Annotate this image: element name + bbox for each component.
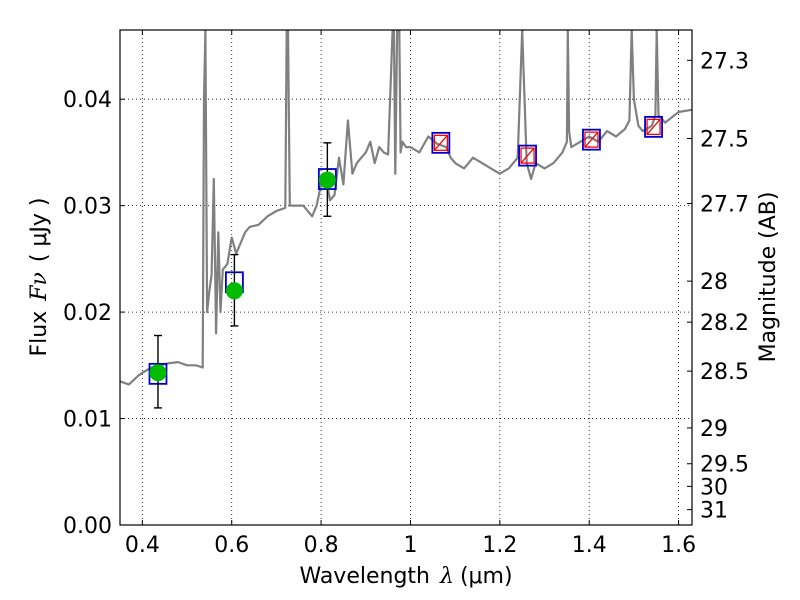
observed-photometry-point — [225, 282, 243, 300]
y-axis-label-symbol: Fν — [27, 272, 52, 302]
observed-photometry-point — [318, 171, 336, 189]
x-tick-label: 1 — [403, 533, 417, 558]
y-axis-label: Flux Fν ( μJy ) — [27, 197, 52, 356]
plot-frame — [119, 29, 693, 526]
x-axis-label-prefix: Wavelength — [299, 564, 430, 589]
x-axis-label-unit: (μm) — [460, 564, 513, 589]
y-tick-label: 0.04 — [63, 88, 112, 113]
upper-limit-square — [646, 118, 661, 136]
y2-tick-label: 31 — [700, 499, 728, 524]
upper-limit-square — [584, 131, 599, 148]
x-axis-label: Wavelength λ (μm) — [299, 564, 512, 589]
model-photometry-square — [644, 115, 663, 138]
x-tick-label: 1.4 — [572, 533, 607, 558]
upper-limit-diagonal — [520, 147, 535, 164]
plot-area — [120, 30, 692, 409]
y-axis-label-unit: ( μJy ) — [27, 197, 52, 262]
upper-limit-square — [433, 134, 449, 151]
y2-tick-label: 27.3 — [700, 49, 749, 74]
upper-limit-square — [520, 147, 535, 164]
x-tick-label: 0.6 — [214, 533, 249, 558]
y-tick-label: 0.03 — [63, 195, 112, 220]
y-tick-label: 0.02 — [63, 301, 112, 326]
model-photometry-square — [518, 144, 537, 167]
y2-tick-label: 29.5 — [700, 453, 749, 478]
y2-tick-label: 27.5 — [700, 127, 749, 152]
y2-tick-label: 29 — [700, 417, 728, 442]
y2-tick-label: 28.2 — [700, 311, 749, 336]
upper-limit-diagonal — [646, 118, 661, 135]
y-axis-label-prefix: Flux — [27, 311, 52, 357]
model-photometry-square — [582, 128, 601, 151]
y2-tick-label: 28 — [700, 270, 728, 295]
observed-photometry-point — [149, 364, 167, 382]
upper-limit-diagonal — [433, 134, 448, 151]
spectrum-line — [120, 30, 692, 386]
model-photometry-square — [431, 131, 451, 154]
x-tick-label: 1.6 — [661, 533, 696, 558]
upper-limit-diagonal — [584, 131, 599, 148]
y2-axis-label: Magnitude (AB) — [756, 192, 781, 363]
x-tick-label: 0.4 — [125, 533, 160, 558]
y-tick-label: 0.00 — [63, 514, 112, 539]
x-axis-label-symbol: λ — [439, 564, 454, 589]
x-tick-label: 0.8 — [304, 533, 339, 558]
x-tick-label: 1.2 — [482, 533, 517, 558]
y-tick-label: 0.01 — [63, 408, 112, 433]
y2-tick-label: 27.7 — [700, 193, 749, 218]
y2-tick-label: 28.5 — [700, 360, 749, 385]
ticks: 0.4 0.6 0.8 1 1.2 1.4 1.6 0.00 0.01 0.02 0.03 0.04 2… — [63, 30, 749, 558]
y2-tick-label: 30 — [700, 475, 728, 500]
